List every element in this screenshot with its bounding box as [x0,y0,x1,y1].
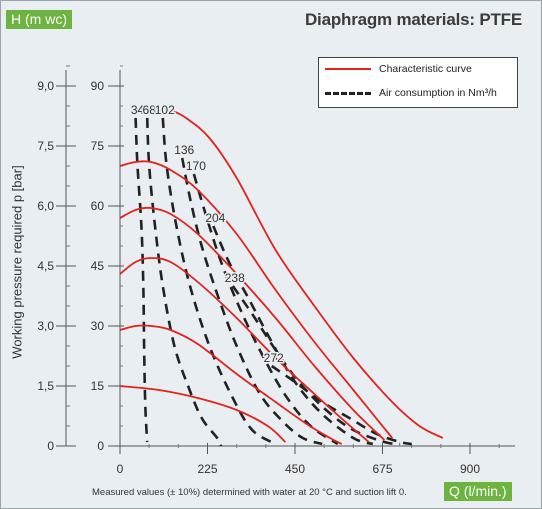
air-curve-68 [145,117,223,447]
air-curve-272 [270,364,412,446]
h-tick-label: 0 [97,439,104,453]
pressure-tick-label: 6,0 [37,199,54,213]
h-axis-tag: H (m wc) [6,10,72,29]
x-tick-label: 675 [372,462,392,476]
air-curve-136 [180,157,323,446]
legend: Characteristic curve Air consumption in … [318,57,518,108]
x-tick-label: 225 [197,462,217,476]
characteristic-curve-3 [119,257,370,443]
h-tick-label: 15 [91,379,105,393]
characteristic-curve-4 [119,206,386,441]
x-tick-label: 0 [117,462,124,476]
legend-label-air: Air consumption in Nm³/h [379,87,497,99]
h-tick-label: 60 [91,199,105,213]
pressure-tick-label: 4,5 [37,259,54,273]
air-curve-238 [231,285,401,446]
x-tick-label: 900 [460,462,480,476]
pressure-tick-label: 0 [47,439,54,453]
h-tick-label: 30 [91,319,105,333]
pressure-tick-label: 1,5 [37,379,54,393]
h-tick-label: 45 [91,259,105,273]
pressure-tick-label: 9,0 [37,79,54,93]
air-label-34: 34 [131,103,145,117]
x-tick-label: 450 [285,462,305,476]
air-label-102: 102 [155,103,175,117]
air-label-272: 272 [264,351,284,365]
legend-label-characteristic: Characteristic curve [379,63,472,75]
q-axis-tag: Q (l/min.) [444,482,512,501]
legend-item-air: Air consumption in Nm³/h [319,86,517,100]
pressure-axis-label: Working pressure required p [bar] [9,165,25,359]
curves-layer [119,109,444,447]
h-tick-label: 90 [91,79,105,93]
h-tick-label: 75 [91,139,105,153]
air-curve-102 [161,117,277,446]
air-curve-204 [212,225,374,446]
air-label-238: 238 [225,271,245,285]
axes-layer [56,65,515,454]
air-label-68: 68 [143,103,157,117]
legend-solid-swatch [325,68,371,70]
legend-item-characteristic: Characteristic curve [319,62,517,76]
pressure-tick-label: 7,5 [37,139,54,153]
characteristic-curve-6 [170,109,444,439]
chart-title: Diaphragm materials: PTFE [304,10,522,29]
pressure-tick-label: 3,0 [37,319,54,333]
characteristic-curve-5 [119,160,393,439]
air-label-170: 170 [186,159,206,173]
air-curve-34 [134,117,149,443]
characteristic-curve-2 [119,324,343,445]
footnote: Measured values (± 10%) determined with … [92,487,407,498]
air-label-136: 136 [174,143,194,157]
air-label-204: 204 [205,211,225,225]
legend-dashed-swatch [325,92,371,95]
characteristic-curve-1 [119,385,286,443]
